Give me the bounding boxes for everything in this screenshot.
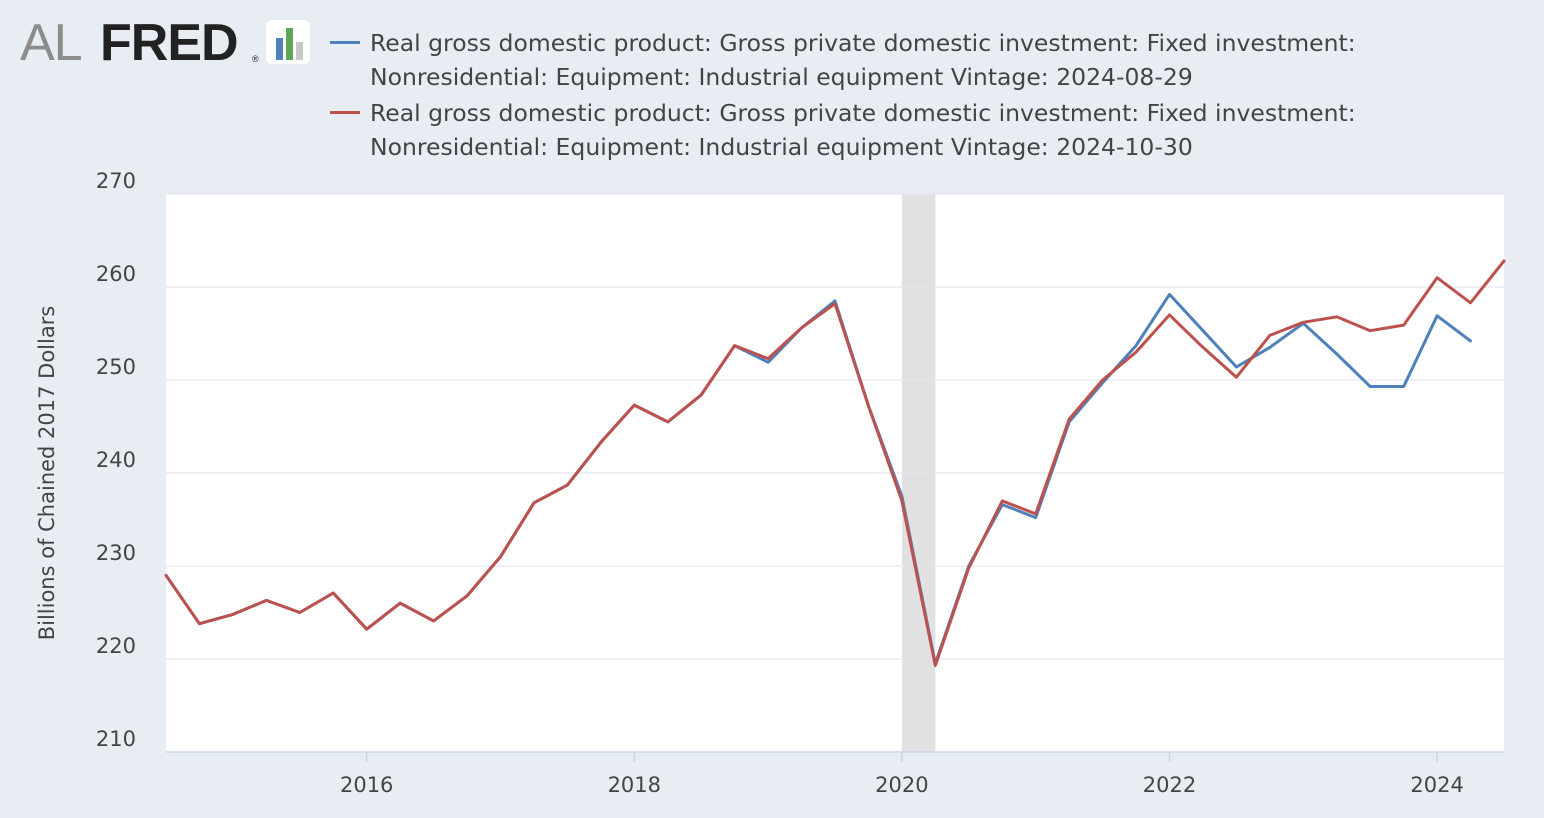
series-lines: [164, 259, 1506, 667]
gridlines: [166, 193, 1504, 660]
alfred-logo[interactable]: AL FRED ®: [20, 14, 312, 70]
y-tick-label: 250: [96, 355, 136, 379]
y-tick-label: 220: [96, 634, 136, 658]
legend-swatch-red: [330, 111, 360, 114]
x-axis: 2016 2018 2020 2022 2024: [166, 751, 1504, 797]
y-axis-label: Billions of Chained 2017 Dollars: [35, 306, 59, 641]
x-tick-label: 2016: [340, 773, 393, 797]
x-tick-label: 2020: [875, 773, 928, 797]
legend-label-line2: Nonresidential: Equipment: Industrial eq…: [370, 63, 1193, 91]
logo-registered-mark: ®: [252, 54, 259, 64]
y-axis: 210 220 230 240 250 260 270: [96, 169, 136, 751]
series-line-vintage-2024-10-30[interactable]: [164, 259, 1506, 667]
legend-label-line1: Real gross domestic product: Gross priva…: [370, 99, 1356, 127]
y-tick-label: 260: [96, 262, 136, 286]
legend-entry-vintage-2024-10-30[interactable]: Real gross domestic product: Gross priva…: [330, 96, 1410, 164]
x-tick-label: 2018: [608, 773, 661, 797]
legend-swatch-blue: [330, 41, 360, 44]
y-tick-label: 240: [96, 448, 136, 472]
logo-text-fred: FRED: [100, 14, 238, 70]
y-tick-label: 270: [96, 169, 136, 193]
y-tick-label: 230: [96, 541, 136, 565]
legend-label-line2: Nonresidential: Equipment: Industrial eq…: [370, 133, 1193, 161]
x-tick-label: 2022: [1143, 773, 1196, 797]
y-tick-label: 210: [96, 727, 136, 751]
logo-text-al: AL: [20, 14, 82, 70]
x-tick-label: 2024: [1410, 773, 1463, 797]
legend-entry-vintage-2024-08-29[interactable]: Real gross domestic product: Gross priva…: [330, 26, 1410, 94]
bar-chart-icon: [266, 20, 310, 64]
legend-label-line1: Real gross domestic product: Gross priva…: [370, 29, 1356, 57]
chart-legend: Real gross domestic product: Gross priva…: [330, 26, 1410, 166]
